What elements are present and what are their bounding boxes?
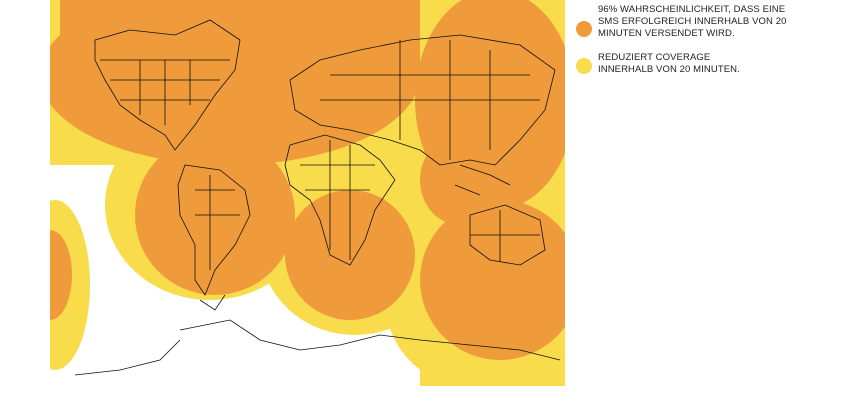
legend-swatch — [576, 21, 592, 37]
legend-label: REDUZIERT COVERAGE INNERHALB VON 20 MINU… — [598, 52, 740, 75]
legend-swatch — [576, 58, 592, 74]
legend-item: 96% WAHRSCHEINLICHKEIT, DASS EINE SMS ER… — [574, 4, 814, 40]
legend-item: REDUZIERT COVERAGE INNERHALB VON 20 MINU… — [574, 52, 814, 76]
coastlines — [74, 19, 561, 376]
high-coverage-area — [50, 0, 565, 360]
legend-label: 96% WAHRSCHEINLICHKEIT, DASS EINE SMS ER… — [598, 4, 787, 39]
legend: 96% WAHRSCHEINLICHKEIT, DASS EINE SMS ER… — [574, 4, 814, 88]
coverage-map — [50, 0, 565, 386]
